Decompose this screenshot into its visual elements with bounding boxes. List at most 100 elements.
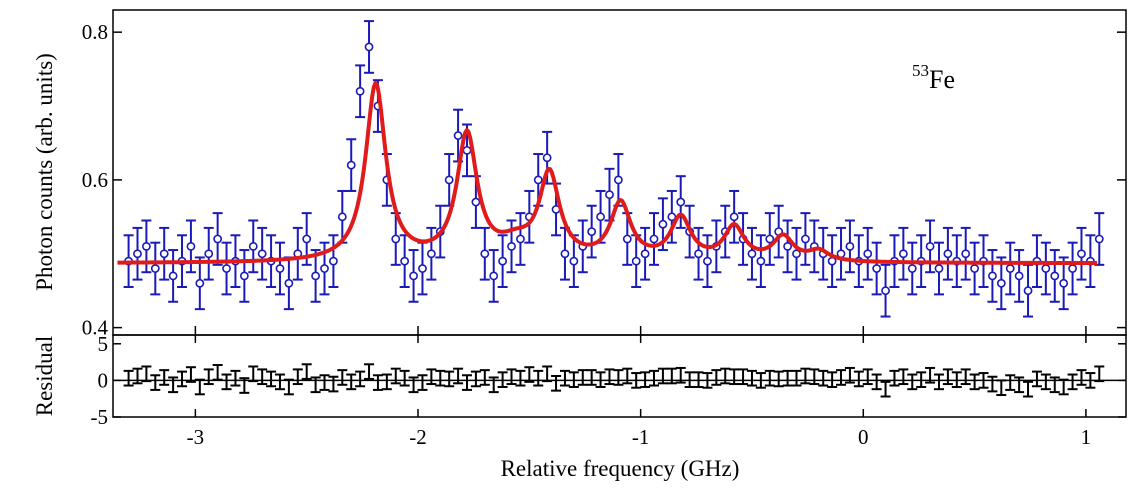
data-point	[462, 145, 472, 155]
data-point	[658, 219, 668, 229]
data-point	[703, 256, 712, 266]
isotope-mass-number: 53	[912, 61, 929, 80]
data-point	[364, 42, 374, 52]
data-point	[970, 264, 980, 273]
main-y-tick-label: 0.8	[82, 20, 108, 44]
main-y-axis: 0.4 0.6 0.8	[82, 20, 1126, 340]
data-point	[560, 249, 570, 259]
data-point	[1068, 264, 1077, 273]
data-point	[845, 241, 855, 251]
data-point	[444, 175, 454, 185]
data-point	[907, 264, 917, 273]
data-point	[1014, 271, 1024, 281]
data-point	[275, 264, 285, 273]
data-point	[533, 175, 543, 185]
x-tick-label: -2	[409, 425, 427, 449]
data-point	[337, 212, 347, 222]
data-point	[400, 256, 410, 266]
main-panel: 0.4 0.6 0.8 Photon counts (arb. units) 53F…	[32, 9, 1127, 340]
x-tick-label: -3	[187, 425, 205, 449]
data-point	[1077, 249, 1086, 259]
data-point	[765, 234, 775, 244]
data-point	[186, 241, 196, 251]
data-point	[355, 86, 365, 96]
data-point	[480, 249, 490, 259]
x-axis-title: Relative frequency (GHz)	[501, 456, 740, 481]
data-point	[426, 249, 436, 259]
data-point	[391, 234, 401, 244]
data-point	[1023, 286, 1033, 296]
data-point	[792, 249, 801, 259]
data-point	[133, 249, 142, 259]
data-point	[925, 241, 935, 251]
data-point	[898, 249, 908, 259]
residual-plot-frame	[112, 334, 1127, 418]
data-point	[881, 286, 890, 296]
data-point	[631, 256, 641, 266]
data-point	[239, 271, 249, 281]
data-point	[498, 256, 508, 266]
data-point	[1094, 234, 1104, 244]
data-point	[248, 241, 258, 251]
data-point	[141, 241, 151, 251]
data-point	[783, 241, 792, 251]
main-y-tick-label: 0.6	[82, 168, 108, 192]
main-x-ticks	[194, 326, 1087, 335]
data-point	[943, 249, 953, 259]
data-point	[988, 271, 997, 281]
data-point	[1041, 264, 1051, 273]
data-point	[257, 249, 267, 259]
data-point	[418, 264, 427, 273]
data-point	[453, 131, 463, 140]
data-point	[159, 249, 169, 259]
x-tick-label: 0	[858, 425, 869, 449]
data-point	[596, 212, 605, 222]
data-point	[507, 241, 516, 251]
residual-y-tick-label: 0	[98, 368, 109, 392]
isotope-element: Fe	[929, 65, 955, 94]
data-point	[195, 278, 205, 288]
main-y-tick-label: 0.4	[82, 316, 109, 340]
data-point	[863, 249, 873, 259]
data-point	[346, 160, 356, 170]
data-point	[409, 271, 418, 281]
x-tick-label: -1	[632, 425, 650, 449]
data-point	[1005, 264, 1015, 273]
data-point	[587, 227, 597, 236]
residual-y-tick-label: -5	[91, 405, 109, 429]
residual-x-axis: -3 -2 -1 0 1	[187, 335, 1092, 449]
data-point	[801, 234, 810, 244]
residual-y-axis: -5 0 5	[91, 332, 1126, 429]
data-point	[676, 197, 686, 207]
data-point	[729, 212, 739, 222]
data-point	[168, 271, 178, 281]
data-point	[284, 278, 294, 288]
data-point	[471, 197, 481, 207]
data-point	[489, 271, 499, 281]
data-point	[1059, 278, 1069, 288]
data-point	[694, 249, 703, 259]
data-point	[150, 264, 160, 273]
data-point	[1050, 271, 1060, 281]
data-point	[222, 264, 231, 273]
residual-panel: -5 0 5 -3 -2 -1 0 1 Residual Relative frequenc…	[32, 332, 1127, 481]
data-point	[204, 249, 214, 259]
data-point	[640, 249, 650, 259]
x-tick-label: 1	[1081, 425, 1092, 449]
data-point	[622, 234, 632, 244]
residual-data-points	[123, 363, 1105, 398]
data-point	[542, 153, 552, 163]
residual-y-tick-label: 5	[98, 332, 109, 356]
data-point	[320, 264, 329, 273]
isotope-label: 53Fe	[912, 61, 955, 94]
data-point	[613, 175, 623, 185]
data-point	[311, 271, 320, 281]
data-point	[213, 234, 223, 244]
data-point	[996, 278, 1006, 288]
data-point	[302, 234, 312, 244]
data-point	[329, 256, 338, 266]
data-point	[756, 256, 766, 266]
main-y-axis-title: Photon counts (arb. units)	[32, 53, 57, 291]
data-point	[872, 264, 882, 273]
